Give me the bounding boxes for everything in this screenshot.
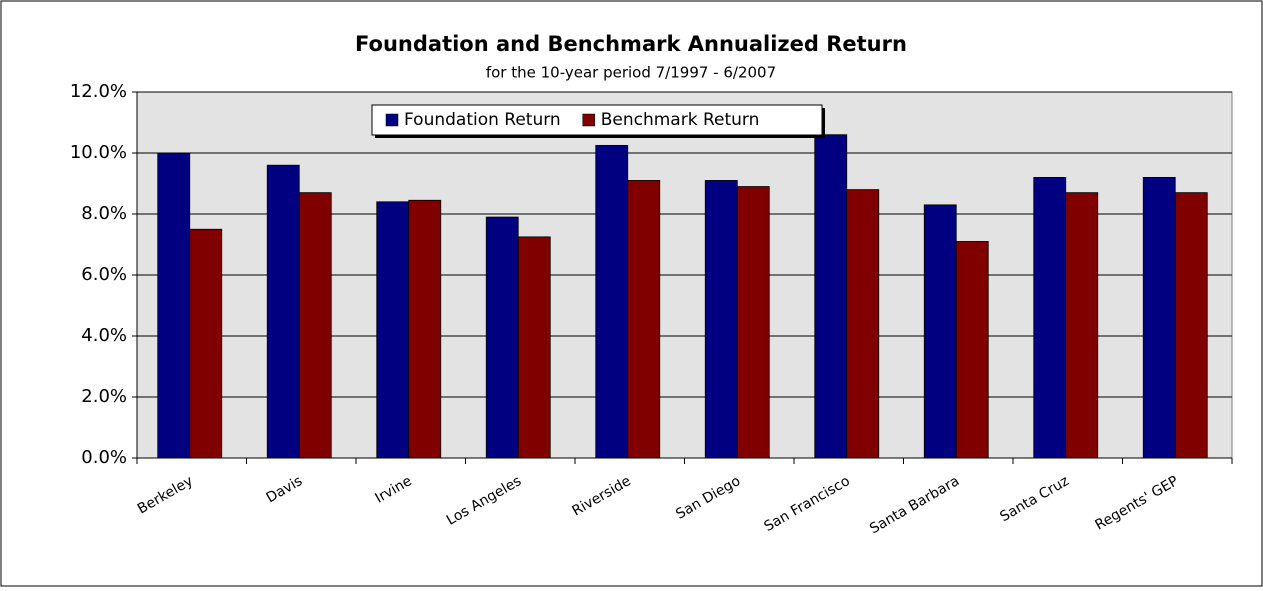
bar [814, 134, 848, 459]
bar [704, 180, 738, 459]
bar [376, 201, 410, 459]
y-tick-label: 12.0% [70, 81, 127, 102]
bar [1174, 192, 1208, 459]
y-tick-label: 8.0% [81, 203, 127, 224]
bar [485, 216, 519, 459]
legend-label: Benchmark Return [601, 110, 760, 130]
bar [1033, 176, 1067, 459]
bar [736, 186, 770, 459]
bar [923, 204, 957, 459]
bar [517, 236, 551, 459]
y-tick-label: 6.0% [81, 264, 127, 285]
y-tick-label: 2.0% [81, 386, 127, 407]
bar [1142, 176, 1176, 459]
y-tick-label: 10.0% [70, 142, 127, 163]
bar [157, 152, 191, 459]
bar [595, 144, 629, 459]
bar [408, 199, 442, 459]
chart-subtitle: for the 10-year period 7/1997 - 6/2007 [486, 64, 776, 82]
legend-box [371, 104, 823, 136]
bar [627, 180, 661, 459]
legend-label: Foundation Return [404, 110, 561, 130]
bar [1065, 192, 1099, 459]
bar [298, 192, 332, 459]
legend-swatch [385, 113, 399, 127]
chart-title: Foundation and Benchmark Annualized Retu… [355, 32, 907, 56]
y-tick-label: 0.0% [81, 447, 127, 468]
legend-swatch [582, 113, 595, 127]
bar [846, 189, 880, 459]
bar [189, 228, 223, 459]
bar [955, 241, 989, 459]
y-tick-label: 4.0% [81, 325, 127, 346]
bar [266, 164, 300, 459]
